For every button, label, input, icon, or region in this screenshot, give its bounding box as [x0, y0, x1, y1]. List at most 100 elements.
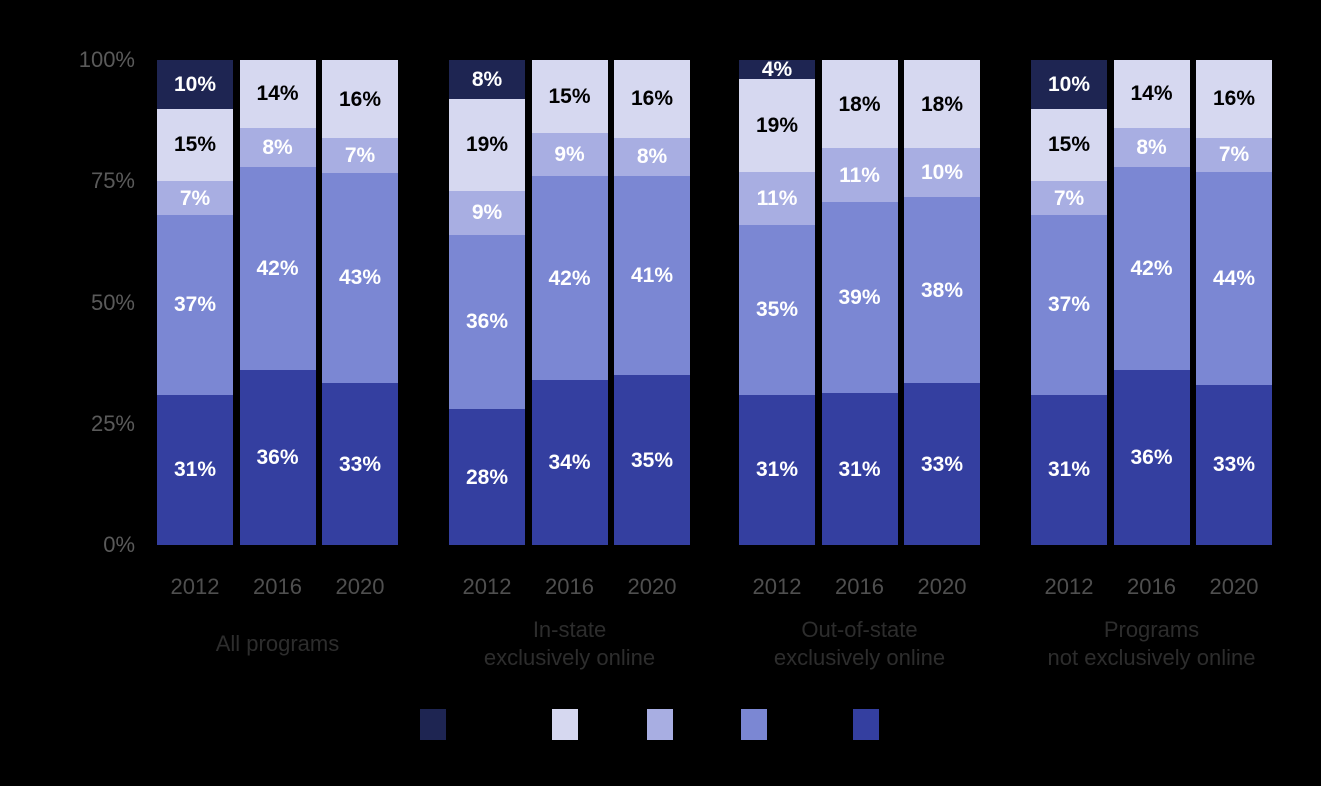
- segment-value-label: 4%: [761, 58, 793, 82]
- bar-segment-series-4-medium-periwinkle: 42%: [1113, 166, 1190, 371]
- bar-segment-series-5-dark-blue: 33%: [322, 383, 398, 545]
- segment-value-label: 18%: [838, 92, 881, 116]
- bar-segment-series-2-lightest-lavender: 18%: [904, 60, 980, 149]
- segment-value-label: 38%: [920, 278, 964, 302]
- bar-segment-series-2-lightest-lavender: 16%: [1196, 60, 1272, 138]
- group-label-line: All programs: [215, 631, 340, 656]
- segment-value-label: 35%: [755, 298, 799, 322]
- segment-value-label: 31%: [1047, 458, 1091, 482]
- bar-2020: 18% 10% 38% 33%: [904, 60, 980, 545]
- bar-2012: 8% 19% 9% 36% 28%: [449, 60, 525, 545]
- legend-swatch-series-1-navy: [420, 709, 446, 740]
- bar-segment-series-3-light-periwinkle: 7%: [322, 138, 398, 173]
- legend-swatch-series-4-medium-periwinkle: [741, 709, 767, 740]
- bar-segment-series-4-medium-periwinkle: 41%: [614, 176, 690, 376]
- segment-value-label: 8%: [1136, 135, 1167, 159]
- bar-segment-series-1-navy: 10%: [1031, 60, 1107, 109]
- segment-value-label: 11%: [756, 186, 798, 210]
- bar-segment-series-3-light-periwinkle: 8%: [239, 127, 316, 167]
- segment-value-label: 16%: [1212, 87, 1256, 111]
- segment-value-label: 36%: [256, 446, 299, 470]
- segment-value-label: 16%: [338, 87, 382, 111]
- segment-value-label: 19%: [755, 113, 799, 137]
- bar-segment-series-5-dark-blue: 31%: [739, 394, 815, 545]
- bar-segment-series-3-light-periwinkle: 7%: [1196, 137, 1272, 172]
- x-axis-year-label: 2012: [1044, 574, 1094, 599]
- bar-segment-series-5-dark-blue: 36%: [1113, 370, 1190, 545]
- group-label-line: not exclusively online: [1047, 645, 1256, 670]
- bar-segment-series-3-light-periwinkle: 8%: [1113, 127, 1190, 167]
- bar-segment-series-2-lightest-lavender: 16%: [322, 60, 398, 139]
- bar-segment-series-5-dark-blue: 33%: [1196, 384, 1272, 545]
- segment-value-label: 16%: [630, 87, 674, 111]
- segment-value-label: 15%: [1047, 133, 1091, 157]
- x-axis-year-label: 2020: [335, 574, 385, 599]
- segment-value-label: 8%: [262, 135, 293, 159]
- bar-segment-series-3-light-periwinkle: 9%: [531, 132, 608, 177]
- bar-segment-series-5-dark-blue: 28%: [449, 409, 525, 545]
- segment-value-label: 7%: [344, 144, 376, 168]
- segment-value-label: 7%: [179, 186, 211, 210]
- segment-value-label: 7%: [1218, 143, 1250, 167]
- segment-value-label: 37%: [1047, 293, 1091, 317]
- group-label-line: exclusively online: [773, 645, 946, 670]
- x-axis-year-label: 2016: [835, 574, 884, 599]
- group-label: Programs not exclusively online: [992, 614, 1312, 674]
- segment-value-label: 7%: [1053, 186, 1085, 210]
- bar-segment-series-4-medium-periwinkle: 38%: [904, 197, 980, 384]
- x-axis-year-label: 2016: [1127, 574, 1176, 599]
- x-axis-year-label: 2020: [1209, 574, 1259, 599]
- segment-value-label: 43%: [338, 266, 382, 290]
- segment-value-label: 37%: [173, 293, 217, 317]
- segment-value-label: 9%: [554, 143, 585, 167]
- bar-segment-series-3-light-periwinkle: 7%: [157, 181, 233, 216]
- segment-value-label: 36%: [1130, 446, 1173, 470]
- bar-segment-series-2-lightest-lavender: 14%: [239, 60, 316, 128]
- segment-value-label: 10%: [1047, 72, 1091, 96]
- legend-swatch-series-3-light-periwinkle: [647, 709, 673, 740]
- segment-value-label: 42%: [1130, 257, 1173, 281]
- group-label-line: exclusively online: [483, 645, 656, 670]
- segment-value-label: 28%: [465, 465, 509, 489]
- y-axis-tick-label: 25%: [90, 410, 135, 436]
- legend-swatch-series-5-dark-blue: [853, 709, 879, 740]
- bar-segment-series-5-dark-blue: 34%: [531, 380, 608, 545]
- bar-segment-series-4-medium-periwinkle: 37%: [157, 215, 233, 395]
- group-label: In-state exclusively online: [410, 614, 730, 674]
- bar-segment-series-3-light-periwinkle: 11%: [821, 148, 898, 203]
- bar-segment-series-1-navy: 8%: [449, 60, 525, 99]
- bar-2012: 10% 15% 7% 37% 31%: [1031, 60, 1107, 545]
- bar-segment-series-4-medium-periwinkle: 39%: [821, 202, 898, 394]
- bar-segment-series-2-lightest-lavender: 15%: [157, 108, 233, 182]
- y-axis-tick-label: 100%: [78, 47, 135, 72]
- bar-segment-series-2-lightest-lavender: 18%: [821, 60, 898, 149]
- segment-value-label: 14%: [256, 82, 299, 106]
- bar-2016: 14% 8% 42% 36%: [1113, 60, 1190, 545]
- segment-value-label: 31%: [173, 458, 217, 482]
- segment-value-label: 44%: [1212, 266, 1256, 290]
- segment-value-label: 33%: [338, 452, 382, 476]
- segment-value-label: 35%: [630, 448, 674, 472]
- segment-value-label: 33%: [1212, 453, 1256, 477]
- bar-2016: 14% 8% 42% 36%: [239, 60, 316, 545]
- segment-value-label: 36%: [465, 310, 509, 334]
- bar-segment-series-5-dark-blue: 36%: [239, 370, 316, 545]
- segment-value-label: 19%: [465, 133, 509, 157]
- segment-value-label: 9%: [471, 201, 503, 225]
- x-axis-year-label: 2020: [627, 574, 677, 599]
- bar-2020: 16% 7% 43% 33%: [322, 60, 398, 545]
- bar-segment-series-4-medium-periwinkle: 36%: [449, 234, 525, 410]
- bar-segment-series-3-light-periwinkle: 10%: [904, 148, 980, 198]
- bar-segment-series-4-medium-periwinkle: 42%: [239, 166, 316, 371]
- bar-segment-series-1-navy: 4%: [739, 58, 815, 82]
- bar-segment-series-3-light-periwinkle: 11%: [739, 171, 815, 225]
- x-axis-year-label: 2012: [462, 574, 512, 599]
- x-axis-year-label: 2016: [545, 574, 594, 599]
- bar-segment-series-4-medium-periwinkle: 35%: [739, 224, 815, 395]
- x-axis-year-label: 2012: [170, 574, 220, 599]
- y-axis-tick-label: 0%: [103, 532, 135, 557]
- bar-segment-series-2-lightest-lavender: 15%: [531, 60, 608, 133]
- bar-2012: 10% 15% 7% 37% 31%: [157, 60, 233, 545]
- segment-value-label: 18%: [920, 92, 964, 116]
